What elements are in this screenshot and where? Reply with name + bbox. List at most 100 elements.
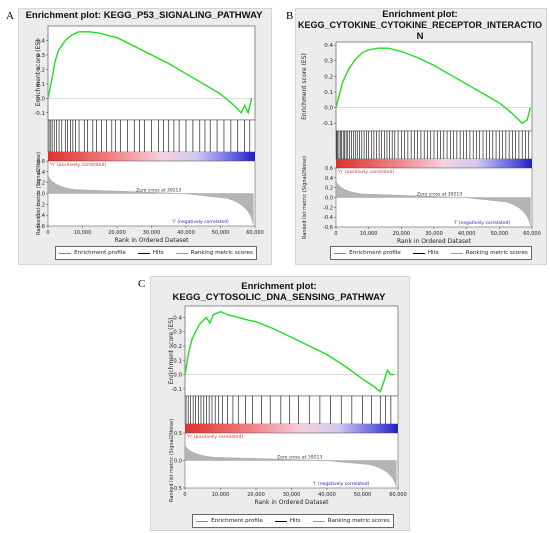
rank-y-tick-label: -0.4 (35, 213, 45, 219)
x-axis-label: Rank in Ordered Dataset (114, 237, 189, 244)
x-tick-label: 40,000 (318, 492, 336, 498)
es-plot-area (47, 25, 256, 121)
rank-y-tick-label: 0.6 (325, 166, 333, 172)
ranking-metric-area (47, 175, 254, 225)
x-tick-label: 0 (334, 231, 337, 237)
hits-swatch-icon (137, 252, 150, 254)
zero-cross-label: Zero cross at 39213 (136, 188, 181, 194)
rank-y-tick-label: 0.2 (325, 186, 333, 192)
x-tick-label: 50,000 (354, 492, 372, 498)
hits-strip (184, 395, 399, 425)
x-tick-label: 20,000 (108, 230, 126, 236)
legend-item-hits: Hits (274, 518, 301, 524)
y-tick-label: 0.0 (36, 96, 45, 102)
y-tick-label: 0.1 (173, 358, 182, 364)
y-tick-label: 0.1 (36, 82, 45, 88)
x-tick-label: 0 (183, 492, 186, 498)
legend-label: Ranking metric scores (327, 518, 390, 524)
legend-label: Ranking metric scores (190, 250, 253, 256)
correlation-color-bar (48, 152, 255, 161)
negative-correlation-label: 'l' (negatively correlated) (313, 481, 370, 487)
x-tick-label: 30,000 (143, 230, 161, 236)
y-tick-label: 0.0 (324, 106, 333, 112)
rank-y-tick-label: -0.4 (323, 215, 333, 221)
y-tick-label: 0.4 (324, 43, 333, 49)
enrichment-swatch-icon (59, 252, 72, 254)
y-tick-label: -0.1 (322, 121, 333, 127)
panel-letter: A (6, 10, 14, 22)
zero-cross-label: Zero cross at 39213 (277, 455, 322, 461)
x-axis-label: Rank in Ordered Dataset (254, 499, 329, 506)
ranking-swatch-icon (175, 252, 188, 254)
y-tick-label: 0.4 (36, 38, 45, 44)
legend-item-ranking: Ranking metric scores (450, 250, 528, 256)
legend-item-enrichment: Enrichment profile (334, 250, 401, 256)
x-tick-label: 10,000 (74, 230, 92, 236)
legend-label: Enrichment profile (74, 250, 126, 256)
x-tick-label: 50,000 (212, 230, 230, 236)
rank-y-tick-label: 0.2 (37, 181, 45, 187)
y-tick-label: 0.1 (324, 90, 333, 96)
x-axis-label: Rank in Ordered Dataset (397, 238, 472, 245)
ranking-metric-area (335, 181, 531, 226)
x-tick-label: 60,000 (246, 230, 264, 236)
rank-y-tick-label: 0.6 (37, 159, 45, 165)
legend: Enrichment profile Hits Ranking metric s… (55, 246, 257, 260)
rank-y-tick-label: 0.4 (325, 176, 333, 182)
legend-item-hits: Hits (137, 250, 164, 256)
enrichment-profile-line (47, 31, 253, 115)
panel-letter: B (286, 10, 294, 22)
positive-correlation-label: 'h' (positively correlated) (187, 434, 243, 440)
rank-y-tick-label: -0.6 (323, 225, 333, 231)
chart-title-line: Enrichment plot: KEGG_P53_SIGNALING_PATH… (25, 10, 263, 21)
zero-cross-label: Zero cross at 39213 (417, 192, 462, 198)
y-tick-label: -0.1 (171, 387, 182, 393)
legend-item-enrichment: Enrichment profile (59, 250, 126, 256)
rank-y-tick-label: 0.0 (174, 459, 182, 465)
legend-label: Enrichment profile (349, 250, 401, 256)
legend-item-hits: Hits (412, 250, 439, 256)
legend: Enrichment profile Hits Ranking metric s… (330, 246, 532, 260)
ranking-swatch-icon (312, 520, 325, 522)
x-tick-label: 20,000 (247, 492, 265, 498)
panel-c: C Enrichment plot: KEGG_CYTOSOLIC_DNA_SE… (130, 272, 420, 533)
legend-label: Hits (289, 518, 301, 524)
es-axis-label: Enrichment score (ES) (168, 318, 175, 385)
rank-y-tick-label: -0.5 (172, 486, 182, 492)
legend-item-enrichment: Enrichment profile (196, 518, 263, 524)
legend-label: Ranking metric scores (465, 250, 528, 256)
chart-title: Enrichment plot: KEGG_CYTOKINE_CYTOKINE_… (295, 9, 545, 42)
chart-title-line: KEGG_CYTOKINE_CYTOKINE_RECEPTOR_INTERACT… (297, 20, 543, 30)
enrichment-profile-line (184, 310, 395, 393)
y-tick-label: 0.2 (36, 67, 45, 73)
x-tick-label: 50,000 (491, 231, 509, 237)
panel-b: B Enrichment plot: KEGG_CYTOKINE_CYTOKIN… (280, 0, 550, 265)
es-plot-area (184, 305, 399, 397)
x-tick-label: 60,000 (523, 231, 541, 237)
negative-correlation-label: 'l' (negatively correlated) (172, 219, 229, 225)
chart-title-line: KEGG_CYTOSOLIC_DNA_SENSING_PATHWAY (172, 292, 386, 303)
correlation-color-bar (336, 159, 532, 168)
legend-label: Enrichment profile (211, 518, 263, 524)
hits-swatch-icon (412, 252, 425, 254)
rank-axis-label: Ranked list metric (Signal2Noise) (169, 419, 175, 502)
enrichment-swatch-icon (334, 252, 347, 254)
rank-y-tick-label: 0.0 (37, 192, 45, 198)
y-tick-label: 0.2 (173, 344, 182, 350)
ranking-metric-area (184, 444, 397, 487)
chart-title-line: Enrichment plot: (241, 281, 317, 292)
negative-correlation-label: 'l' (negatively correlated) (454, 220, 511, 226)
chart-title-line: N (416, 31, 424, 42)
chart-title: Enrichment plot: KEGG_P53_SIGNALING_PATH… (18, 10, 270, 21)
legend: Enrichment profile Hits Ranking metric s… (192, 514, 394, 528)
rank-y-tick-label: -0.6 (35, 224, 45, 230)
y-tick-label: 0.2 (324, 74, 333, 80)
positive-correlation-label: 'h' (positively correlated) (338, 169, 394, 175)
y-tick-label: 0.3 (173, 330, 182, 336)
x-tick-label: 40,000 (177, 230, 195, 236)
legend-item-ranking: Ranking metric scores (312, 518, 390, 524)
es-axis-label: Enrichment score (ES) (35, 40, 42, 107)
x-tick-label: 40,000 (458, 231, 476, 237)
chart-title: Enrichment plot: KEGG_CYTOSOLIC_DNA_SENS… (150, 281, 408, 303)
rank-y-tick-label: -0.2 (323, 205, 333, 211)
